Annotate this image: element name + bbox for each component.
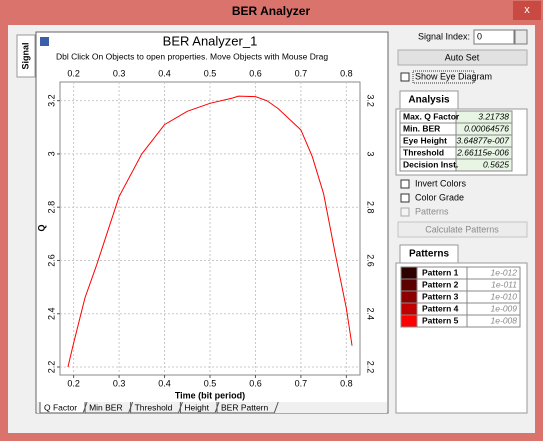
tab[interactable]: [216, 401, 279, 414]
pattern-value: 1e-008: [491, 315, 518, 325]
calculate-patterns-label: Calculate Patterns: [425, 224, 499, 234]
invert-colors-label[interactable]: Invert Colors: [415, 178, 467, 188]
pattern-name: Pattern 1: [422, 267, 459, 277]
color-swatch: [400, 290, 418, 304]
row-label: Decision Inst.: [403, 159, 458, 169]
pattern-name: Pattern 5: [422, 315, 459, 325]
chart-subtitle: Dbl Click On Objects to open properties.…: [56, 51, 328, 61]
x-tick-label: 0.2: [67, 378, 80, 388]
signal-index-label: Signal Index:: [418, 31, 470, 41]
row-label: Max. Q Factor: [403, 111, 460, 121]
y-tick-label: 2.8: [366, 201, 376, 214]
cell: [466, 314, 521, 328]
y-tick-label: 2.6: [46, 254, 56, 267]
x-tick-label: 0.2: [67, 68, 80, 78]
x-tick-label: 0.5: [204, 378, 217, 388]
patterns-tab-label[interactable]: Patterns: [409, 249, 449, 260]
tab-label[interactable]: Min BER: [89, 402, 123, 412]
checkbox: [400, 207, 410, 217]
signal-index-spinner[interactable]: [514, 29, 528, 45]
tab-label[interactable]: BER Pattern: [221, 402, 269, 412]
x-tick-label: 0.8: [340, 68, 353, 78]
y-tick-label: 2.4: [366, 307, 376, 320]
y-tick-label: 2.8: [46, 201, 56, 214]
y-tick-label: 3: [366, 151, 376, 156]
side-tab[interactable]: [16, 34, 36, 78]
pattern-name: Pattern 3: [422, 291, 459, 301]
checkbox[interactable]: [400, 179, 410, 189]
tab-label[interactable]: Height: [184, 402, 209, 412]
tabs: Q Factor Min BER Threshold Height BER Patter…: [39, 401, 279, 414]
calculate-patterns-button: [397, 221, 528, 238]
checkbox[interactable]: [400, 193, 410, 203]
color-swatch: [400, 302, 418, 316]
row-value: 3.64877e-007: [457, 135, 510, 145]
row-label: Min. BER: [403, 123, 440, 133]
pattern-value: 1e-010: [491, 291, 518, 301]
signal-index-input[interactable]: [473, 29, 515, 45]
pattern-value: 1e-012: [491, 267, 518, 277]
pattern-name: Pattern 2: [422, 279, 459, 289]
row-value: 2.66115e-006: [456, 147, 509, 157]
signal-index-value[interactable]: 0: [477, 31, 482, 41]
x-axis-label: Time (bit period): [175, 390, 245, 400]
x-tick-label: 0.6: [249, 378, 262, 388]
x-tick-label: 0.7: [295, 68, 308, 78]
tab-label[interactable]: Threshold: [135, 402, 173, 412]
x-tick-label: 0.4: [158, 68, 171, 78]
y-tick-label: 2.2: [46, 361, 56, 374]
auto-set-label[interactable]: Auto Set: [445, 52, 480, 62]
x-tick-label: 0.4: [158, 378, 171, 388]
analysis-tab-label[interactable]: Analysis: [408, 95, 450, 106]
close-glyph[interactable]: x: [524, 4, 530, 16]
color-swatch: [400, 266, 418, 280]
focus-rect: [412, 70, 475, 84]
show-eye-diagram-label[interactable]: Show Eye Diagram: [415, 71, 492, 81]
q-factor-line: [67, 95, 353, 368]
window-title: BER Analyzer: [232, 4, 311, 18]
x-tick-label: 0.7: [295, 378, 308, 388]
side-tab-label[interactable]: Signal: [20, 42, 30, 69]
color-grade-label[interactable]: Color Grade: [415, 192, 464, 202]
color-swatch: [400, 278, 418, 292]
x-tick-label: 0.3: [113, 378, 126, 388]
cell: [455, 158, 513, 172]
row-value: 0.5625: [483, 159, 509, 169]
x-tick-label: 0.3: [113, 68, 126, 78]
close-button[interactable]: [513, 1, 541, 20]
pattern-value: 1e-009: [491, 303, 518, 313]
pattern-value: 1e-011: [491, 279, 517, 289]
color-swatch: [400, 314, 418, 328]
row-value: 0.00064576: [464, 123, 509, 133]
checkbox[interactable]: [400, 72, 410, 82]
tab-label[interactable]: Q Factor: [44, 402, 77, 412]
auto-set-button[interactable]: [397, 49, 528, 66]
chart-title: BER Analyzer_1: [163, 33, 258, 48]
patterns-label: Patterns: [415, 206, 449, 216]
y-axis-label: Q: [36, 224, 46, 231]
y-tick-label: 2.6: [366, 254, 376, 267]
plot: 0.2 0.2 0.3 0.3 0.4 0.4 0.5 0.5 0.6 0.6 0.7 0.7 0.8 0…: [46, 68, 375, 388]
chart-icon[interactable]: [40, 37, 49, 46]
row-label: Threshold: [403, 147, 444, 157]
x-tick-label: 0.6: [249, 68, 262, 78]
tab-strip: [37, 402, 387, 413]
patterns-table: Pattern 1 1e-012 Pattern 2 1e-011 Pattern 3 1…: [400, 266, 521, 328]
pattern-name: Pattern 4: [422, 303, 459, 313]
y-tick-label: 2.4: [46, 307, 56, 320]
y-tick-label: 2.2: [366, 361, 376, 374]
analysis-table: Max. Q Factor 3.21738 Min. BER 0.00064576 Ey…: [399, 110, 513, 172]
row-value: 3.21738: [478, 111, 509, 121]
row-label: Eye Height: [403, 135, 447, 145]
y-tick-label: 3.2: [46, 94, 56, 107]
y-tick-label: 3: [46, 151, 56, 156]
x-tick-label: 0.8: [340, 378, 353, 388]
y-tick-label: 3.2: [366, 94, 376, 107]
x-tick-label: 0.5: [204, 68, 217, 78]
